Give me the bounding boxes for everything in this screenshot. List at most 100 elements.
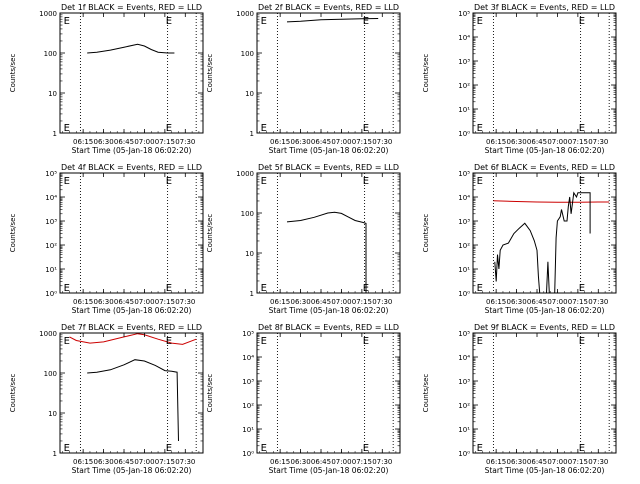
e-marker-bottom: E bbox=[64, 443, 70, 454]
x-tick-label: 07:30 bbox=[175, 138, 195, 146]
x-tick-label: 06:15 bbox=[270, 458, 290, 466]
y-axis-label: Counts/sec bbox=[9, 214, 17, 253]
events-series-line bbox=[286, 211, 367, 293]
x-axis-label: Start Time (05-Jan-18 06:02:20) bbox=[485, 306, 605, 315]
y-axis-label: Counts/sec bbox=[206, 374, 214, 413]
x-tick-label: 06:45 bbox=[114, 298, 134, 306]
x-tick-label: 06:15 bbox=[270, 298, 290, 306]
e-marker-top: E bbox=[261, 16, 267, 27]
axis-frame bbox=[59, 12, 204, 134]
x-tick-label: 06:30 bbox=[290, 458, 310, 466]
y-tick-label: 10³ bbox=[242, 378, 254, 386]
e-marker-bottom: E bbox=[261, 443, 267, 454]
y-tick-label: 1000 bbox=[236, 170, 254, 178]
x-axis-label: Start Time (05-Jan-18 06:02:20) bbox=[72, 146, 192, 155]
y-tick-label: 10² bbox=[45, 242, 57, 250]
y-tick-label: 100 bbox=[241, 210, 254, 218]
e-marker-bottom: E bbox=[363, 123, 369, 134]
y-tick-label: 10 bbox=[245, 250, 254, 258]
y-tick-label: 10⁴ bbox=[45, 194, 57, 202]
e-marker-top: E bbox=[166, 336, 172, 347]
y-tick-label: 10² bbox=[242, 402, 254, 410]
x-tick-label: 07:15 bbox=[352, 138, 372, 146]
x-axis-label: Start Time (05-Jan-18 06:02:20) bbox=[485, 146, 605, 155]
e-marker-bottom: E bbox=[363, 443, 369, 454]
y-tick-label: 10⁰ bbox=[458, 130, 470, 138]
panel-det-7: Det 7f BLACK = Events, RED = LLDEEEE1101… bbox=[9, 323, 204, 475]
y-tick-label: 10³ bbox=[458, 378, 470, 386]
x-axis-label: Start Time (05-Jan-18 06:02:20) bbox=[269, 146, 389, 155]
y-tick-label: 10⁴ bbox=[458, 354, 470, 362]
y-tick-label: 10⁰ bbox=[242, 450, 254, 458]
y-tick-label: 10⁰ bbox=[458, 290, 470, 298]
x-axis-label: Start Time (05-Jan-18 06:02:20) bbox=[485, 466, 605, 475]
e-marker-bottom: E bbox=[579, 283, 585, 294]
y-axis-label: Counts/sec bbox=[206, 214, 214, 253]
x-tick-label: 07:00 bbox=[134, 458, 154, 466]
y-tick-label: 10 bbox=[48, 410, 57, 418]
x-tick-label: 07:15 bbox=[568, 138, 588, 146]
y-tick-label: 10⁵ bbox=[458, 10, 470, 18]
x-tick-label: 06:30 bbox=[506, 458, 526, 466]
x-tick-label: 06:45 bbox=[311, 458, 331, 466]
panel-title: Det 8f BLACK = Events, RED = LLD bbox=[258, 323, 399, 332]
y-axis-label: Counts/sec bbox=[9, 54, 17, 93]
y-axis-label: Counts/sec bbox=[422, 54, 430, 93]
x-tick-label: 07:30 bbox=[588, 458, 608, 466]
panel-title: Det 4f BLACK = Events, RED = LLD bbox=[61, 163, 202, 172]
y-tick-label: 1 bbox=[53, 450, 57, 458]
x-tick-label: 07:30 bbox=[588, 138, 608, 146]
e-marker-top: E bbox=[166, 176, 172, 187]
axis-frame bbox=[256, 332, 401, 454]
e-marker-bottom: E bbox=[166, 123, 172, 134]
y-tick-label: 100 bbox=[44, 370, 57, 378]
y-tick-label: 10⁴ bbox=[458, 194, 470, 202]
panel-title: Det 9f BLACK = Events, RED = LLD bbox=[474, 323, 615, 332]
x-tick-label: 06:30 bbox=[506, 298, 526, 306]
e-marker-bottom: E bbox=[64, 283, 70, 294]
e-marker-bottom: E bbox=[261, 283, 267, 294]
panel-title: Det 7f BLACK = Events, RED = LLD bbox=[61, 323, 202, 332]
y-tick-label: 10¹ bbox=[458, 266, 470, 274]
x-tick-label: 07:00 bbox=[134, 298, 154, 306]
y-axis-label: Counts/sec bbox=[9, 374, 17, 413]
y-tick-label: 10¹ bbox=[242, 426, 254, 434]
y-tick-label: 10² bbox=[458, 242, 470, 250]
y-tick-label: 10³ bbox=[458, 58, 470, 66]
y-tick-label: 10⁵ bbox=[458, 170, 470, 178]
x-tick-label: 07:15 bbox=[352, 298, 372, 306]
panel-det-3: Det 3f BLACK = Events, RED = LLD E E E E 10⁰ 1… bbox=[422, 3, 617, 155]
y-tick-label: 10⁰ bbox=[45, 290, 57, 298]
axis-frame bbox=[59, 172, 204, 294]
panel-det-8: Det 8f BLACK = Events, RED = LLD E E E E 10⁰ 1… bbox=[206, 323, 401, 475]
x-tick-label: 06:15 bbox=[270, 138, 290, 146]
y-tick-label: 10 bbox=[48, 90, 57, 98]
x-axis-label: Start Time (05-Jan-18 06:02:20) bbox=[72, 306, 192, 315]
x-axis-label: Start Time (05-Jan-18 06:02:20) bbox=[72, 466, 192, 475]
e-marker-bottom: E bbox=[261, 123, 267, 134]
x-tick-label: 06:15 bbox=[486, 138, 506, 146]
y-tick-label: 1 bbox=[250, 130, 254, 138]
x-tick-label: 06:30 bbox=[290, 138, 310, 146]
x-tick-label: 07:15 bbox=[155, 138, 175, 146]
e-marker-top: E bbox=[261, 176, 267, 187]
x-tick-label: 06:45 bbox=[527, 138, 547, 146]
axis-frame bbox=[472, 12, 617, 134]
y-tick-label: 10¹ bbox=[458, 426, 470, 434]
y-tick-label: 10⁴ bbox=[458, 34, 470, 42]
axis-frame bbox=[256, 172, 401, 294]
e-marker-top: E bbox=[477, 176, 483, 187]
x-tick-label: 07:15 bbox=[155, 458, 175, 466]
axis-frame bbox=[256, 12, 401, 134]
y-tick-label: 10⁵ bbox=[458, 330, 470, 338]
x-tick-label: 06:45 bbox=[311, 298, 331, 306]
events-series-line bbox=[87, 43, 175, 54]
e-marker-top: E bbox=[579, 336, 585, 347]
e-marker-top: E bbox=[477, 16, 483, 27]
e-marker-top: E bbox=[579, 16, 585, 27]
y-tick-label: 10⁵ bbox=[242, 330, 254, 338]
x-tick-label: 06:30 bbox=[93, 138, 113, 146]
panel-title: Det 3f BLACK = Events, RED = LLD bbox=[474, 3, 615, 12]
